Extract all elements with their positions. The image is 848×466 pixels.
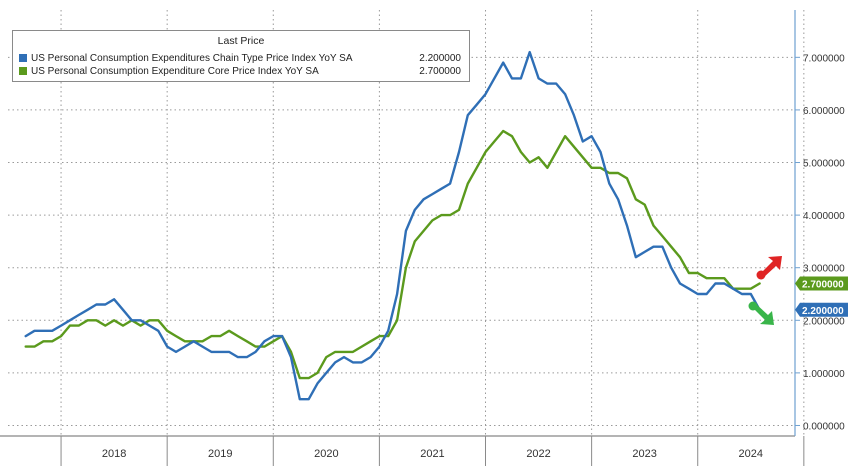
y-tick-label: 7.000000 (803, 53, 845, 64)
legend-item-core-pce: US Personal Consumption Expenditure Core… (19, 65, 461, 77)
red-arrow-up-shape (760, 256, 782, 278)
green-arrow-down-tail (748, 301, 758, 311)
last-value-tag-core-pce: 2.700000 (795, 276, 848, 291)
x-tick-label: 2022 (526, 448, 550, 460)
last-value-tag-bg (795, 302, 848, 317)
last-value-tag-pce: 2.200000 (795, 302, 848, 317)
series-line-core-pce (24, 129, 761, 380)
legend-item-pce: US Personal Consumption Expenditures Cha… (19, 52, 461, 64)
y-tick-label: 0.000000 (803, 421, 845, 432)
red-arrow-up-tail (756, 270, 766, 280)
y-tick-label: 6.000000 (803, 106, 845, 117)
y-tick-label: 1.000000 (803, 369, 845, 380)
legend-value-core-pce: 2.700000 (419, 65, 461, 77)
y-tick-label: 5.000000 (803, 159, 845, 170)
last-value-tag-label: 2.200000 (802, 306, 844, 317)
green-arrow-down-shape (752, 303, 774, 325)
y-tick-label: 2.000000 (803, 316, 845, 327)
x-axis-band (0, 436, 848, 466)
chart-legend: Last Price US Personal Consumption Expen… (12, 30, 470, 82)
series-line-pce (24, 50, 761, 401)
legend-label-core-pce: US Personal Consumption Expenditure Core… (31, 65, 319, 77)
series-lines (24, 50, 761, 401)
legend-title: Last Price (217, 35, 265, 47)
legend-value-pce: 2.200000 (419, 52, 461, 64)
x-tick-label: 2024 (739, 448, 763, 460)
x-tick-label: 2020 (314, 448, 338, 460)
legend-swatch-core-pce (19, 67, 27, 75)
x-tick-label: 2018 (102, 448, 126, 460)
x-tick-label: 2023 (632, 448, 656, 460)
green-arrow-down-icon (748, 301, 774, 325)
x-tick-label: 2019 (208, 448, 232, 460)
x-tick-label: 2021 (420, 448, 444, 460)
legend-label-pce: US Personal Consumption Expenditures Cha… (31, 52, 353, 64)
red-arrow-up-icon (756, 256, 782, 280)
legend-swatch-pce (19, 54, 27, 62)
last-value-tag-bg (795, 276, 848, 291)
y-tick-label: 4.000000 (803, 211, 845, 222)
y-tick-label: 3.000000 (803, 264, 845, 275)
last-value-tag-label: 2.700000 (802, 279, 844, 290)
